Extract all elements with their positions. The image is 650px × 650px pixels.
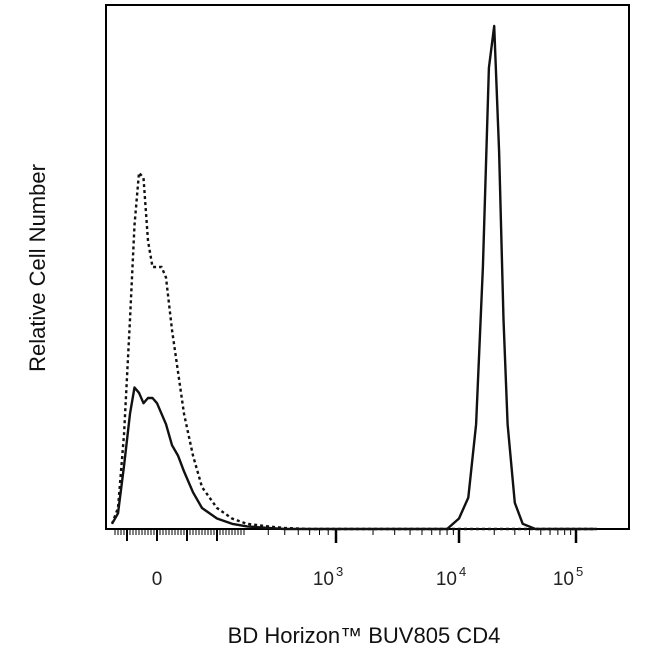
series-line-dotted xyxy=(110,171,597,531)
x-tick-label-1: 10 3 xyxy=(313,564,343,590)
x-axis-ticks xyxy=(114,529,578,543)
x-axis-label: BD Horizon™ BUV805 CD4 xyxy=(228,623,501,648)
x-tick-label-2: 10 4 xyxy=(436,564,466,590)
series-layer xyxy=(110,24,597,531)
plot-frame xyxy=(105,4,630,530)
x-tick-label-0: 0 xyxy=(152,569,163,590)
y-axis-label: Relative Cell Number xyxy=(25,164,50,372)
x-axis-tick-labels: 0 10 3 10 4 10 5 xyxy=(152,564,583,590)
series-line-solid xyxy=(110,24,597,531)
x-tick-label-3: 10 5 xyxy=(553,564,583,590)
